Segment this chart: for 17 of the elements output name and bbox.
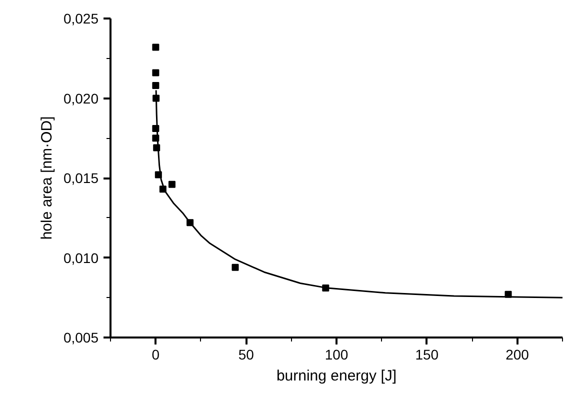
x-tick-label: 0 [152, 346, 160, 362]
point [232, 264, 239, 271]
point [152, 82, 160, 89]
x-tick-label: 200 [506, 346, 530, 362]
y-tick-label: 0,005 [63, 330, 99, 346]
y-tick-label: 0,020 [63, 90, 99, 106]
point [168, 180, 176, 188]
x-tick-label: 100 [324, 346, 348, 362]
x-tick-label: 50 [238, 346, 254, 362]
y-tick-label: 0,025 [63, 10, 99, 26]
point [152, 44, 160, 51]
y-axis-title: hole area [nm·OD] [38, 116, 56, 240]
point [152, 69, 160, 76]
y-tick-label: 0,010 [63, 250, 99, 266]
x-axis-title: burning energy [J] [276, 368, 397, 384]
x-tick-label: 150 [415, 346, 439, 362]
y-tick-label: 0,015 [63, 170, 99, 186]
